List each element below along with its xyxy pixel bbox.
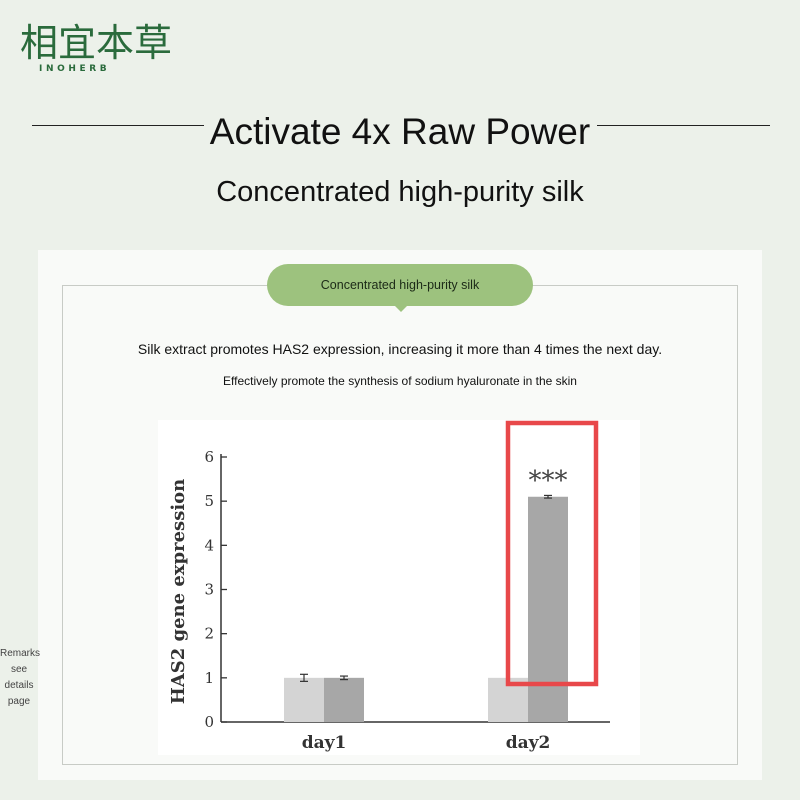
brand-logo: 相宜本草 INOHERB: [20, 21, 173, 74]
bar-day2-2: [528, 496, 568, 722]
bar-day1-2: [324, 677, 364, 722]
has2-bar-chart: 0 1 2 3 4 5 6 HAS2 gene expression day1 day2 ***: [158, 420, 640, 755]
brand-name-en: INOHERB: [36, 64, 114, 74]
y-tick-label: 6: [204, 448, 214, 466]
page-subtitle: Concentrated high-purity silk: [216, 176, 584, 208]
pill-pointer: [394, 305, 408, 312]
y-tick-label: 5: [204, 492, 214, 510]
title-rule-left: [32, 125, 204, 126]
claim-text: Silk extract promotes HAS2 expression, i…: [137, 341, 663, 357]
y-tick-label: 1: [204, 669, 214, 687]
title-rule-right: [597, 125, 770, 126]
remarks-note: Remarks see details page: [0, 648, 41, 707]
section-pill: Concentrated high-purity silk: [267, 264, 533, 306]
y-tick-label: 0: [204, 713, 214, 731]
significance-annotation: ***: [529, 466, 568, 496]
bar-day1-1: [284, 677, 324, 722]
y-axis-label: HAS2 gene expression: [168, 479, 189, 705]
page-title: Activate 4x Raw Power: [209, 111, 591, 152]
y-tick-label: 4: [204, 536, 214, 554]
y-tick-label: 3: [204, 581, 214, 599]
claim-subtext: Effectively promote the synthesis of sod…: [223, 374, 577, 388]
x-tick-label-day2: day2: [506, 733, 551, 753]
highlight-box: [505, 420, 599, 687]
x-tick-label-day1: day1: [302, 733, 347, 753]
y-tick-label: 2: [204, 625, 214, 643]
brand-name-cn: 相宜本草: [20, 21, 173, 65]
